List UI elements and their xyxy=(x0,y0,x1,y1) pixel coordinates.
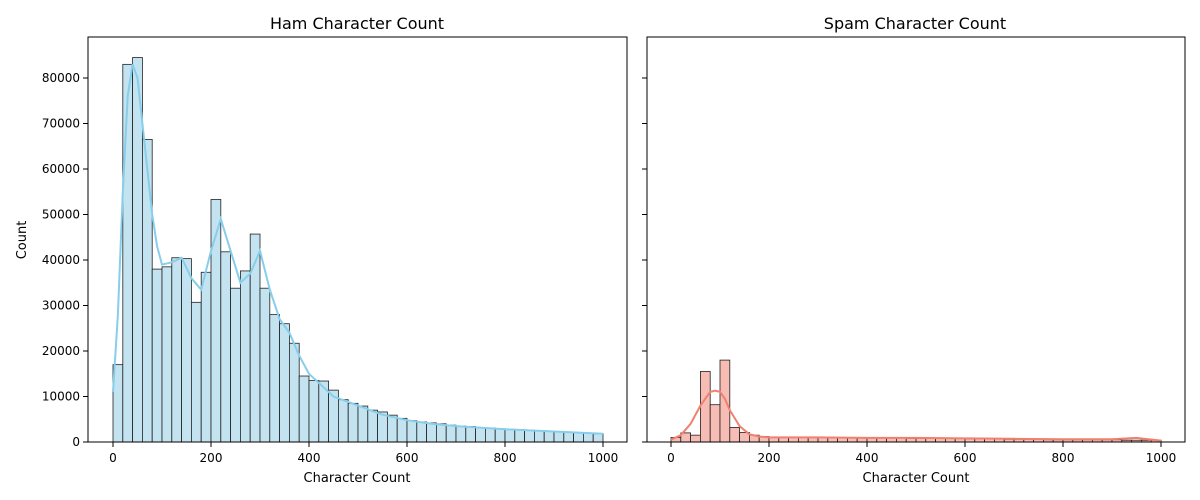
ham-bar xyxy=(435,423,447,443)
ham-bar xyxy=(357,405,369,443)
ham-bar xyxy=(220,251,232,443)
ham-bar xyxy=(171,257,183,443)
ham-y-tick-label: 70000 xyxy=(42,117,80,131)
ham-y-tick-label: 80000 xyxy=(42,71,80,85)
ham-bar xyxy=(445,424,457,443)
spam-bar xyxy=(729,427,740,443)
ham-bar xyxy=(455,425,467,443)
ham-bar xyxy=(239,270,251,443)
spam-x-ticks: 0 200 400 600 800 1000 xyxy=(667,442,1176,465)
ham-y-axis-label: Count xyxy=(15,221,30,260)
ham-bar xyxy=(504,428,516,443)
ham-bar xyxy=(367,409,378,443)
ham-bar xyxy=(308,380,320,443)
ham-bar xyxy=(573,432,584,443)
ham-bar xyxy=(288,342,300,443)
ham-bar xyxy=(298,375,310,443)
ham-bar xyxy=(337,399,349,443)
ham-y-tick-label: 30000 xyxy=(42,299,80,313)
ham-x-tick-label: 400 xyxy=(298,451,321,465)
ham-chart-title: Ham Character Count xyxy=(270,14,444,33)
spam-chart-title: Spam Character Count xyxy=(824,14,1006,33)
ham-bar xyxy=(396,417,408,443)
ham-bar xyxy=(269,314,280,443)
ham-y-tick-label: 10000 xyxy=(42,390,80,404)
spam-bar xyxy=(700,371,711,443)
ham-bar xyxy=(416,421,427,443)
ham-plot-frame xyxy=(87,36,628,443)
ham-x-tick-label: 200 xyxy=(200,451,223,465)
spam-bar xyxy=(690,434,701,443)
spam-x-tick-label: 200 xyxy=(758,451,781,465)
ham-bar xyxy=(279,323,290,443)
ham-x-tick-label: 0 xyxy=(109,451,117,465)
ham-y-tick-label: 60000 xyxy=(42,162,80,176)
spam-bar xyxy=(905,437,917,443)
ham-x-ticks: 0 200 400 600 800 1000 xyxy=(109,442,618,465)
ham-y-tick-label: 40000 xyxy=(42,253,80,267)
ham-bar xyxy=(249,233,261,443)
spam-x-tick-label: 0 xyxy=(667,451,675,465)
spam-plot-frame xyxy=(646,36,1186,443)
ham-bar xyxy=(200,271,212,443)
ham-bar xyxy=(259,287,271,443)
spam-y-ticks xyxy=(642,77,647,443)
ham-bar xyxy=(122,63,134,443)
spam-x-tick-label: 1000 xyxy=(1146,451,1177,465)
ham-bar xyxy=(534,430,545,443)
ham-bar xyxy=(514,429,525,443)
ham-x-axis-label: Character Count xyxy=(304,471,411,486)
ham-panel: Ham Character Count 0 200 400 600 800 1000 0 1… xyxy=(15,14,628,486)
ham-bar xyxy=(190,301,202,443)
ham-bar xyxy=(484,427,496,443)
ham-bar xyxy=(553,431,565,443)
spam-panel: Spam Character Count 0 200 400 600 800 1000 C… xyxy=(642,14,1186,486)
ham-bar xyxy=(161,266,173,443)
ham-bar xyxy=(141,139,153,443)
spam-x-tick-label: 400 xyxy=(856,451,879,465)
ham-x-tick-label: 600 xyxy=(396,451,419,465)
ham-bar xyxy=(465,426,476,443)
ham-bar xyxy=(151,268,163,443)
ham-bars xyxy=(112,57,604,443)
spam-x-tick-label: 600 xyxy=(954,451,977,465)
ham-y-tick-label: 50000 xyxy=(42,208,80,222)
ham-bar xyxy=(181,258,192,443)
ham-x-tick-label: 800 xyxy=(494,451,517,465)
ham-bar xyxy=(386,414,398,443)
ham-y-tick-label: 20000 xyxy=(42,344,80,358)
ham-kde-line xyxy=(112,63,604,435)
ham-bar xyxy=(524,429,535,443)
spam-kde-line xyxy=(670,389,1162,442)
ham-bar xyxy=(543,430,555,443)
ham-bar xyxy=(563,431,574,443)
spam-x-axis-label: Character Count xyxy=(863,471,970,486)
spam-bar xyxy=(709,404,721,443)
ham-y-tick-label: 0 xyxy=(72,435,80,449)
ham-bar xyxy=(406,420,418,443)
ham-bar xyxy=(475,427,486,443)
ham-bar xyxy=(230,287,241,443)
ham-bar xyxy=(494,428,506,443)
ham-bar xyxy=(592,433,604,443)
spam-x-tick-label: 800 xyxy=(1052,451,1075,465)
ham-y-ticks: 0 10000 20000 30000 40000 50000 60000 70000 8000… xyxy=(42,71,88,449)
ham-bar xyxy=(426,422,437,443)
ham-x-tick-label: 1000 xyxy=(588,451,619,465)
ham-bar xyxy=(347,402,359,443)
